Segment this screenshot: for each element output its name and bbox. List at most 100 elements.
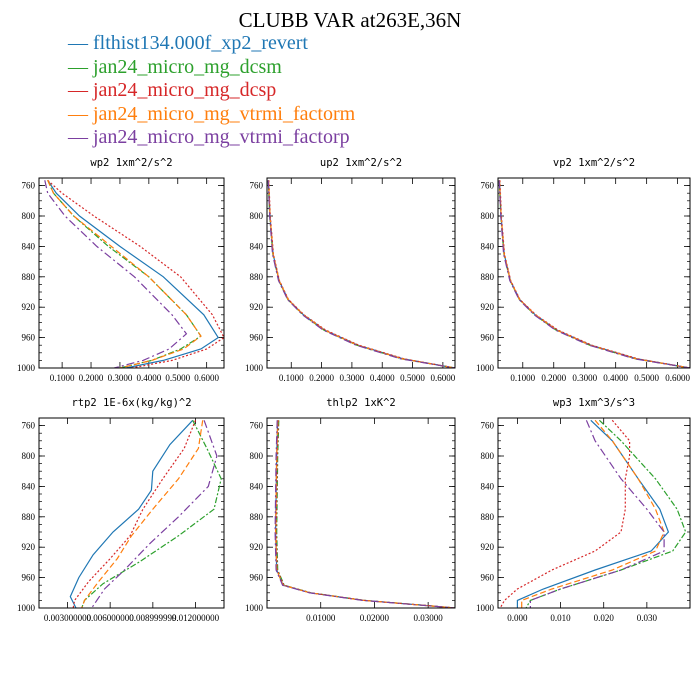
series-line xyxy=(276,420,455,608)
y-tick-label: 920 xyxy=(250,542,264,552)
plot-frame xyxy=(497,417,691,609)
y-tick-label: 960 xyxy=(22,573,36,583)
y-tick-label: 760 xyxy=(250,181,264,191)
panel-title: thlp2 1xK^2 xyxy=(326,397,396,409)
series-line xyxy=(72,420,197,608)
chart-panel: up2 1xm^2/s^2 760 800 840 880 920 960 1000 0.100… xyxy=(245,157,456,383)
series-line xyxy=(498,180,690,368)
series-line xyxy=(47,179,224,368)
y-tick-label: 800 xyxy=(250,211,264,221)
y-tick-label: 880 xyxy=(481,272,495,282)
y-tick-label: 800 xyxy=(22,211,36,221)
plot-frame xyxy=(266,177,456,369)
x-tick-label: 0.010 xyxy=(550,613,571,623)
series-line xyxy=(267,180,455,368)
y-tick-label: 920 xyxy=(481,302,495,312)
legend-entry: — jan24_micro_mg_vtrmi_factorp xyxy=(68,126,350,148)
y-tick-label: 1000 xyxy=(245,363,264,373)
plot-frame xyxy=(497,177,691,369)
y-tick-label: 960 xyxy=(481,333,495,343)
legend-label: jan24_micro_mg_dcsm xyxy=(93,55,282,78)
series-line xyxy=(81,420,222,608)
panel-title: vp2 1xm^2/s^2 xyxy=(553,157,635,169)
series-line xyxy=(529,420,665,608)
chart-panel: thlp2 1xK^2 760 800 840 880 920 960 1000 0.01000… xyxy=(245,397,456,623)
legend-entry: — jan24_micro_mg_vtrmi_factorm xyxy=(68,102,356,125)
series-line xyxy=(267,180,455,368)
series-line xyxy=(44,180,188,368)
y-tick-label: 880 xyxy=(22,512,36,522)
plot-frame xyxy=(266,417,456,609)
legend-entry: — jan24_micro_mg_dcsm xyxy=(68,55,282,78)
x-tick-label: 0.000 xyxy=(507,613,528,623)
series-line xyxy=(498,180,690,368)
x-tick-label: 0.02000 xyxy=(360,613,390,623)
x-tick-label: 0.006000000 xyxy=(87,613,135,623)
y-tick-label: 840 xyxy=(481,241,495,251)
y-tick-label: 920 xyxy=(22,302,36,312)
figure-title: CLUBB VAR at263E,36N xyxy=(238,8,462,32)
x-tick-label: 0.2000 xyxy=(79,373,104,383)
x-tick-label: 0.2000 xyxy=(541,373,566,383)
panel-title: wp2 1xm^2/s^2 xyxy=(90,157,172,169)
y-tick-label: 1000 xyxy=(476,603,495,613)
panel-title: up2 1xm^2/s^2 xyxy=(320,157,402,169)
y-tick-label: 960 xyxy=(250,573,264,583)
y-tick-label: 1000 xyxy=(245,603,264,613)
x-tick-label: 0.1000 xyxy=(510,373,535,383)
x-tick-label: 0.5000 xyxy=(400,373,425,383)
panel-title: rtp2 1E-6x(kg/kg)^2 xyxy=(71,397,191,409)
y-tick-label: 800 xyxy=(481,451,495,461)
y-tick-label: 880 xyxy=(250,512,264,522)
x-tick-label: 0.4000 xyxy=(370,373,395,383)
y-tick-label: 920 xyxy=(22,542,36,552)
panel-title: wp3 1xm^3/s^3 xyxy=(553,397,635,409)
y-tick-label: 840 xyxy=(481,481,495,491)
series-line xyxy=(69,419,194,608)
series-line xyxy=(499,180,690,368)
series-line xyxy=(81,420,204,608)
series-line xyxy=(274,420,455,608)
legend: — flthist134.000f_xp2_revert — jan24_mic… xyxy=(68,32,355,150)
series-line xyxy=(498,180,690,368)
y-tick-label: 1000 xyxy=(17,363,36,373)
legend-label: flthist134.000f_xp2_revert xyxy=(93,32,308,54)
y-tick-label: 760 xyxy=(22,181,36,191)
y-tick-label: 880 xyxy=(481,512,495,522)
y-tick-label: 1000 xyxy=(17,603,36,613)
series-line xyxy=(267,180,455,368)
legend-entry: — jan24_micro_mg_dcsp xyxy=(68,79,277,101)
legend-label: jan24_micro_mg_vtrmi_factorm xyxy=(93,102,356,125)
series-line xyxy=(525,419,687,608)
x-tick-label: 0.4000 xyxy=(603,373,628,383)
x-tick-label: 0.01000 xyxy=(306,613,336,623)
chart-panel: vp2 1xm^2/s^2 760 800 840 880 920 960 1000 0.100… xyxy=(476,157,691,383)
series-line xyxy=(91,420,218,608)
y-tick-label: 1000 xyxy=(476,363,495,373)
x-tick-label: 0.5000 xyxy=(165,373,190,383)
y-tick-label: 840 xyxy=(250,241,264,251)
x-tick-label: 0.5000 xyxy=(634,373,659,383)
legend-entry: — flthist134.000f_xp2_revert xyxy=(68,32,308,54)
y-tick-label: 920 xyxy=(481,542,495,552)
chart-panel: wp3 1xm^3/s^3 760 800 840 880 920 960 1000 0.000… xyxy=(476,397,691,623)
series-line xyxy=(274,420,455,608)
series-line xyxy=(267,180,455,368)
x-tick-label: 0.1000 xyxy=(50,373,75,383)
plot-frame xyxy=(38,177,225,369)
x-tick-label: 0.6000 xyxy=(665,373,690,383)
x-tick-label: 0.003000000 xyxy=(44,613,92,623)
x-tick-label: 0.1000 xyxy=(279,373,304,383)
series-line xyxy=(498,180,690,368)
x-tick-label: 0.3000 xyxy=(340,373,365,383)
x-tick-label: 0.012000000 xyxy=(172,613,220,623)
x-tick-label: 0.030 xyxy=(637,613,658,623)
series-line xyxy=(47,180,202,368)
series-line xyxy=(274,420,455,608)
y-tick-label: 840 xyxy=(22,241,36,251)
series-line xyxy=(521,419,665,608)
y-tick-label: 960 xyxy=(250,333,264,343)
series-line xyxy=(275,420,455,608)
series-line xyxy=(499,419,631,608)
